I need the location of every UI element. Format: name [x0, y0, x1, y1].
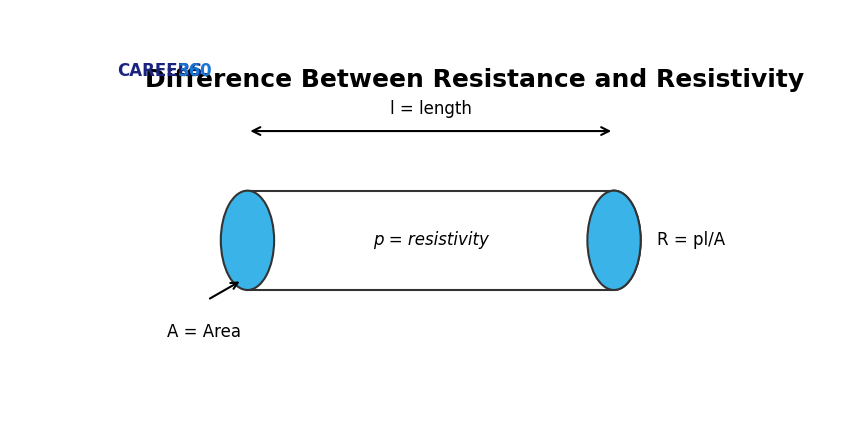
Text: R = pl/A: R = pl/A — [657, 231, 726, 249]
Text: p = resistivity: p = resistivity — [373, 231, 488, 249]
Ellipse shape — [221, 190, 274, 290]
Text: CAREERS: CAREERS — [118, 61, 203, 80]
Polygon shape — [248, 190, 614, 290]
Ellipse shape — [587, 190, 641, 290]
Text: 360: 360 — [177, 61, 212, 80]
Text: Difference Between Resistance and Resistivity: Difference Between Resistance and Resist… — [144, 68, 803, 92]
Ellipse shape — [587, 190, 641, 290]
Text: A = Area: A = Area — [168, 323, 242, 341]
Text: l = length: l = length — [390, 100, 471, 118]
